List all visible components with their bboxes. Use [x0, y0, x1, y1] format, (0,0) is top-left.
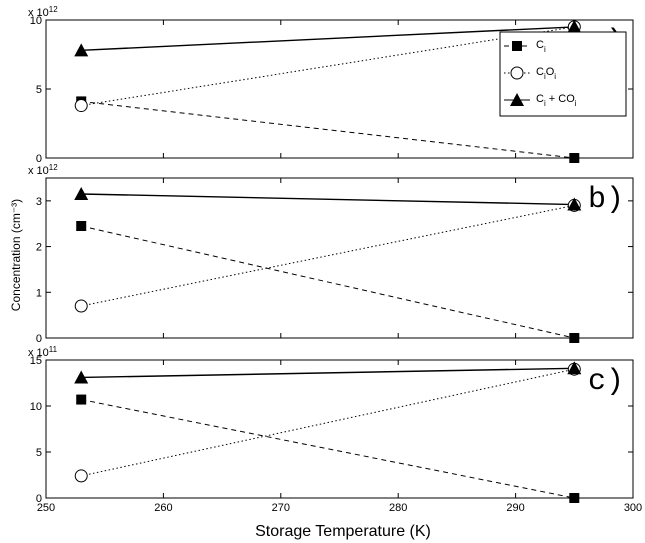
y-tick-label: 3: [36, 196, 42, 208]
series-line-triangle: [81, 193, 575, 206]
data-point-triangle: [567, 361, 582, 375]
y-tick-label: 1: [36, 287, 42, 299]
series-line-square: [81, 100, 575, 159]
data-point-circle: [510, 66, 524, 80]
plot-frame: [45, 177, 634, 339]
data-point-square: [569, 153, 580, 163]
data-point-square: [76, 394, 87, 405]
y-axis-title: Concentration (cm⁻³): [9, 199, 23, 311]
data-point-circle: [74, 469, 88, 483]
panel-c: 250 260 270 280 290 300 0 5 10 15x 1011 c): [28, 345, 642, 514]
legend: Ci CiOi Ci + COi: [499, 31, 627, 117]
y-multiplier: x 1011: [28, 345, 58, 359]
x-axis-title: Storage Temperature (K): [255, 523, 431, 540]
legend-label: Ci: [536, 39, 546, 54]
plot-frame: [45, 359, 634, 499]
y-multiplier: x 1012: [28, 5, 58, 19]
series-line-circle: [81, 204, 575, 307]
data-point-square: [569, 333, 580, 343]
y-tick-label: 10: [30, 401, 42, 413]
data-point-triangle: [74, 43, 89, 57]
x-tick-label: 280: [389, 502, 407, 514]
legend-label: Ci + COi: [536, 93, 577, 108]
data-point-square: [76, 221, 87, 231]
y-tick-label: 0: [36, 153, 42, 165]
data-point-triangle: [567, 197, 582, 211]
y-tick-label: 2: [36, 242, 42, 254]
data-point-square: [512, 41, 522, 51]
y-tick-label: 10: [30, 15, 42, 27]
data-point-triangle: [510, 93, 524, 106]
x-tick-label: 260: [154, 502, 172, 514]
series-line-square: [81, 399, 575, 499]
legend-label: CiOi: [536, 66, 556, 81]
panel-b: 0 1 2 3 x 1012 b): [28, 163, 634, 345]
x-tick-label: 300: [624, 502, 642, 514]
y-tick-label: 5: [36, 447, 42, 459]
panel-label: c): [588, 365, 624, 399]
y-tick-label: 15: [30, 355, 42, 367]
x-tick-label: 270: [272, 502, 290, 514]
series-line-triangle: [81, 367, 575, 379]
data-point-square: [569, 493, 580, 503]
series-line-circle: [81, 368, 575, 477]
data-point-triangle: [74, 370, 89, 384]
y-multiplier: x 1012: [28, 163, 58, 177]
data-point-triangle: [74, 187, 89, 200]
y-tick-label: 0: [36, 493, 42, 505]
y-tick-label: 5: [36, 84, 42, 96]
data-point-circle: [74, 299, 88, 313]
series-line-triangle: [81, 26, 575, 52]
series-line-square: [81, 225, 575, 339]
data-point-triangle: [567, 19, 582, 33]
x-tick-label: 250: [37, 502, 55, 514]
x-tick-label: 290: [506, 502, 524, 514]
panel-label: b): [588, 183, 624, 217]
data-point-circle: [74, 99, 88, 113]
y-tick-label: 0: [36, 333, 42, 345]
series-line-circle: [81, 26, 575, 107]
